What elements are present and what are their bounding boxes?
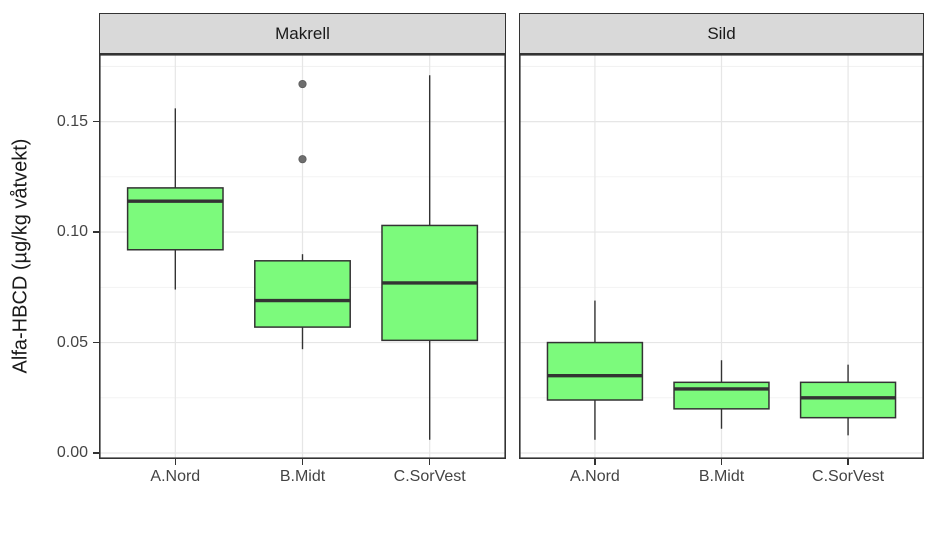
panel-border <box>99 54 506 459</box>
panel-canvas <box>99 54 506 459</box>
facet-strip: Makrell <box>99 13 506 54</box>
x-axis-tick <box>594 459 596 465</box>
box-iqr <box>673 381 770 410</box>
x-axis-tick-label: A.Nord <box>150 468 201 485</box>
x-axis-tick <box>720 459 723 465</box>
outlier-point <box>298 155 307 164</box>
facet-strip-label: Sild <box>707 23 736 43</box>
x-axis-tick-label: C.SorVest <box>812 468 885 485</box>
box-iqr <box>799 381 897 419</box>
facet-strip: Sild <box>519 13 924 54</box>
facet-panel <box>519 54 924 459</box>
x-axis-tick <box>847 459 849 465</box>
y-axis-tick <box>93 120 99 123</box>
x-axis-tick-label: A.Nord <box>570 468 620 485</box>
box-iqr <box>126 187 224 251</box>
y-axis-tick <box>93 452 99 454</box>
x-axis-tick <box>428 459 431 465</box>
facet-strip-label: Makrell <box>275 23 330 43</box>
box-iqr <box>546 341 644 401</box>
x-axis-tick <box>174 459 177 465</box>
outlier-point <box>298 79 307 89</box>
x-axis-tick-label: B.Midt <box>279 468 326 485</box>
box-iqr <box>254 260 351 328</box>
y-axis-tick-label: 0.00 <box>56 444 88 462</box>
y-axis-tick <box>93 341 99 344</box>
x-axis-tick-label: C.SorVest <box>393 468 466 485</box>
panel-border <box>519 54 924 459</box>
y-axis-tick-label: 0.05 <box>56 333 88 351</box>
x-axis-tick-label: B.Midt <box>698 468 745 485</box>
y-axis-tick <box>93 231 99 233</box>
y-axis-tick-label: 0.15 <box>56 112 88 130</box>
facet-panel <box>99 54 506 459</box>
panel-canvas <box>519 54 924 459</box>
y-axis-title: Alfa-HBCD (µg/kg våtvekt) <box>9 138 32 374</box>
x-axis-tick <box>301 459 304 465</box>
y-axis-tick-label: 0.10 <box>56 223 88 241</box>
